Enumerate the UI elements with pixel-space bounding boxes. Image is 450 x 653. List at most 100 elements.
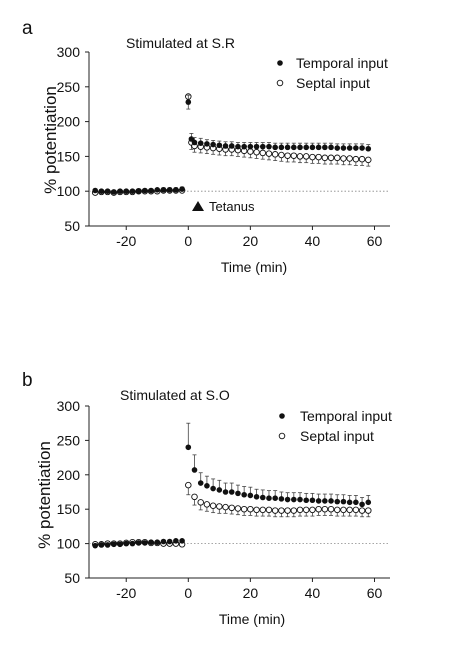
temporal-point (191, 467, 198, 473)
temporal-point (228, 489, 235, 495)
temporal-point (272, 495, 278, 501)
temporal-point (154, 539, 161, 546)
panel-a-xlabel: Time (min) (221, 259, 287, 275)
temporal-point (309, 144, 316, 151)
temporal-point (278, 496, 285, 502)
temporal-point (135, 540, 142, 546)
temporal-point (278, 144, 285, 151)
septal-point (290, 152, 298, 159)
y-tick-label: 300 (57, 44, 81, 60)
legend-septal-label: Septal input (300, 428, 374, 444)
temporal-point (322, 498, 328, 504)
x-tick-label: 60 (367, 233, 383, 249)
septal-point (302, 506, 310, 514)
temporal-point (148, 187, 154, 194)
temporal-point (365, 145, 372, 152)
temporal-point (197, 140, 204, 146)
x-tick-label: 0 (184, 233, 192, 249)
septal-point (333, 154, 341, 162)
x-tick-label: 40 (305, 585, 321, 601)
temporal-point (346, 499, 353, 506)
septal-point (259, 506, 267, 514)
temporal-point (328, 498, 334, 504)
temporal-point (210, 141, 216, 148)
x-tick-label: 60 (367, 585, 383, 601)
septal-point (333, 506, 341, 514)
temporal-point (272, 144, 278, 151)
temporal-point (334, 498, 341, 505)
panel-a-label: a (22, 18, 33, 39)
temporal-point (235, 143, 241, 150)
temporal-point (111, 189, 117, 195)
temporal-point (173, 187, 179, 193)
temporal-point (253, 494, 260, 500)
temporal-point (179, 186, 185, 192)
temporal-point (303, 497, 310, 504)
temporal-point (123, 188, 130, 194)
legend-septal-marker (276, 79, 284, 87)
temporal-point (185, 99, 192, 105)
temporal-point (160, 187, 167, 193)
septal-point (185, 481, 192, 489)
legend-temporal-label: Temporal input (300, 408, 392, 424)
septal-point (365, 507, 372, 514)
x-tick-label: 0 (184, 585, 192, 601)
temporal-point (291, 144, 297, 151)
septal-point (278, 507, 285, 514)
septal-point (278, 151, 285, 159)
temporal-point (241, 143, 247, 150)
temporal-point (315, 144, 322, 151)
septal-point (197, 499, 204, 506)
tetanus-label: Tetanus (209, 199, 255, 214)
temporal-point (129, 188, 136, 194)
septal-point (340, 155, 347, 162)
septal-point (228, 504, 235, 512)
panel-b-chart: b Stimulated at S.O % potentiation Time … (22, 370, 392, 627)
septal-point (302, 153, 310, 160)
panel-b-ylabel: % potentiation (35, 441, 54, 549)
panel-b-xlabel: Time (min) (219, 611, 285, 627)
septal-point (346, 506, 353, 514)
tetanus-arrow-icon (192, 201, 204, 211)
panel-b-marks (91, 422, 372, 549)
temporal-point (92, 187, 99, 194)
temporal-point (179, 538, 185, 544)
septal-point (346, 155, 353, 162)
temporal-point (117, 188, 123, 194)
septal-point (365, 156, 372, 164)
temporal-point (284, 144, 291, 151)
septal-point (265, 150, 273, 157)
temporal-point (111, 541, 117, 548)
temporal-point (197, 480, 204, 486)
temporal-point (346, 145, 353, 151)
temporal-point (315, 498, 322, 504)
x-tick-label: 20 (243, 585, 259, 601)
y-tick-label: 250 (57, 432, 81, 448)
panel-a-ylabel: % potentiation (41, 86, 60, 194)
temporal-point (359, 145, 365, 151)
temporal-point (191, 139, 198, 146)
temporal-point (204, 141, 210, 147)
panel-a-legend: Temporal input Septal input (276, 55, 388, 91)
y-tick-label: 200 (57, 467, 81, 483)
temporal-point (166, 538, 173, 545)
temporal-point (216, 142, 223, 149)
septal-point (321, 505, 329, 513)
temporal-point (259, 494, 266, 501)
temporal-point (247, 492, 254, 499)
panel-a-chart: a Stimulated at S.R % potentiation Time … (22, 18, 390, 275)
septal-point (340, 506, 347, 514)
temporal-point (222, 489, 229, 495)
temporal-point (148, 539, 154, 546)
y-tick-label: 100 (57, 183, 81, 199)
septal-point (352, 506, 360, 514)
panel-a-title: Stimulated at S.R (126, 35, 235, 51)
x-tick-label: 40 (305, 233, 321, 249)
temporal-point (241, 491, 247, 498)
temporal-point (104, 188, 111, 194)
temporal-point (135, 188, 142, 194)
temporal-point (247, 143, 254, 150)
panel-b-axes: 50 100 150 200 250 300 -20 0 20 40 60 (57, 398, 390, 601)
septal-point (265, 506, 273, 514)
y-tick-label: 250 (57, 79, 81, 95)
